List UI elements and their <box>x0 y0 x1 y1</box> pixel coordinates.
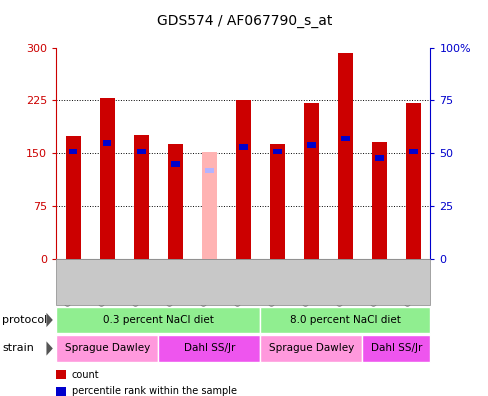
Bar <box>69 148 77 154</box>
Bar <box>133 135 149 259</box>
Text: Dahl SS/Jr: Dahl SS/Jr <box>183 343 234 354</box>
Bar <box>371 142 386 259</box>
Bar <box>272 148 281 154</box>
Bar <box>337 53 352 259</box>
Bar <box>374 155 383 160</box>
Bar <box>171 161 179 167</box>
Bar <box>235 101 250 259</box>
Text: Sprague Dawley: Sprague Dawley <box>64 343 149 354</box>
Bar <box>65 136 81 259</box>
Bar <box>100 98 115 259</box>
Bar <box>405 103 420 259</box>
Text: percentile rank within the sample: percentile rank within the sample <box>72 386 236 396</box>
Bar <box>204 168 213 173</box>
Bar <box>103 140 111 146</box>
Text: protocol: protocol <box>2 315 48 325</box>
Text: Sprague Dawley: Sprague Dawley <box>268 343 353 354</box>
Text: Dahl SS/Jr: Dahl SS/Jr <box>370 343 421 354</box>
Text: count: count <box>72 369 99 380</box>
Text: GDS574 / AF067790_s_at: GDS574 / AF067790_s_at <box>157 14 331 28</box>
Bar <box>303 103 318 259</box>
Bar <box>239 144 247 150</box>
Bar <box>201 152 217 259</box>
Text: strain: strain <box>2 343 34 354</box>
Bar <box>137 148 145 154</box>
Bar <box>269 144 285 259</box>
Bar <box>408 148 417 154</box>
Text: 8.0 percent NaCl diet: 8.0 percent NaCl diet <box>289 315 400 325</box>
Bar <box>340 136 349 141</box>
Bar <box>306 142 315 148</box>
Text: 0.3 percent NaCl diet: 0.3 percent NaCl diet <box>102 315 213 325</box>
Bar <box>167 144 183 259</box>
